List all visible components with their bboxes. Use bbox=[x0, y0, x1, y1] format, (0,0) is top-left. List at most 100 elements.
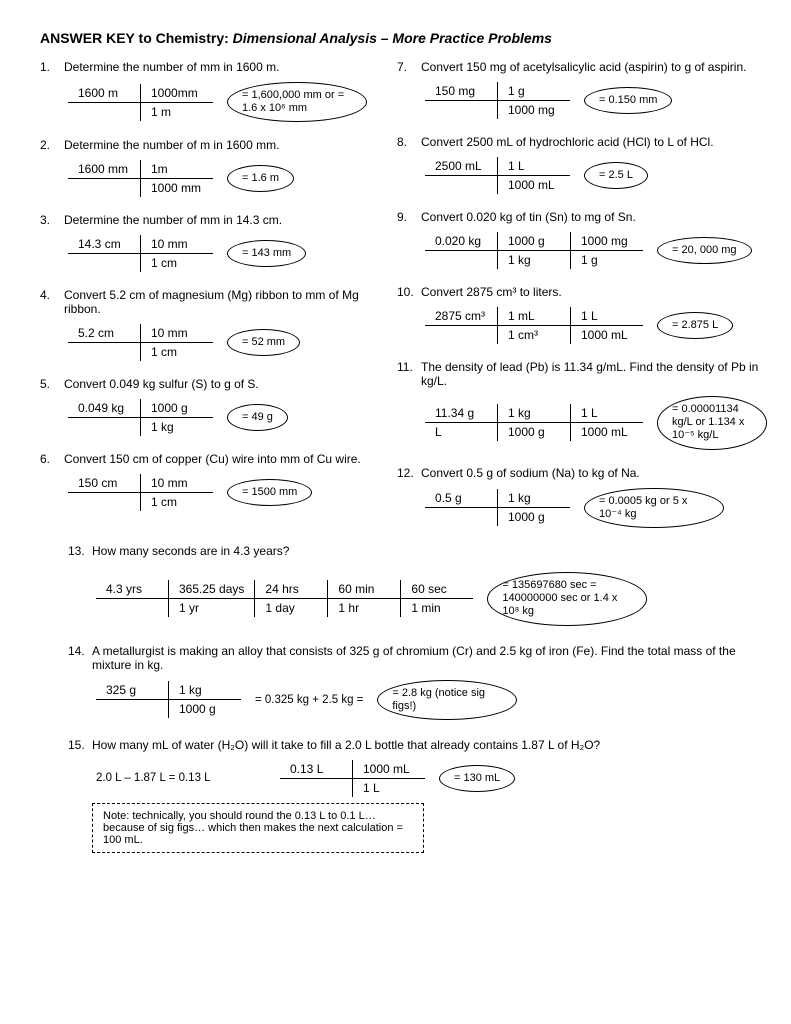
factor-bot: 1 kg bbox=[141, 418, 213, 436]
problem-text: How many seconds are in 4.3 years? bbox=[92, 544, 751, 558]
given-value: 150 mg bbox=[425, 82, 497, 101]
answer-oval: = 0.0005 kg or 5 x 10⁻⁴ kg bbox=[584, 488, 724, 528]
answer-oval: = 135697680 sec = 140000000 sec or 1.4 x… bbox=[487, 572, 647, 626]
given-top: 11.34 g bbox=[425, 404, 497, 423]
factor-bot: 1000 g bbox=[498, 423, 570, 441]
factor-top: 1 mL bbox=[498, 307, 570, 326]
sigfig-note: Note: technically, you should round the … bbox=[92, 803, 424, 853]
problem-9: 9. Convert 0.020 kg of tin (Sn) to mg of… bbox=[397, 210, 767, 269]
equation-text: = 0.325 kg + 2.5 kg = bbox=[255, 694, 363, 706]
problem-6: 6. Convert 150 cm of copper (Cu) wire in… bbox=[40, 452, 367, 511]
page-title: ANSWER KEY to Chemistry: Dimensional Ana… bbox=[40, 30, 751, 46]
problem-4: 4. Convert 5.2 cm of magnesium (Mg) ribb… bbox=[40, 288, 367, 361]
factor2-top: 1000 mg bbox=[571, 232, 643, 251]
problem-number: 3. bbox=[40, 213, 64, 272]
answer-oval: = 2.8 kg (notice sig figs!) bbox=[377, 680, 517, 720]
f1-bot: 1 yr bbox=[169, 599, 254, 617]
title-ital: Dimensional Analysis – More Practice Pro… bbox=[233, 30, 552, 46]
problem-8: 8. Convert 2500 mL of hydrochloric acid … bbox=[397, 135, 767, 194]
answer-oval: = 1,600,000 mm or = 1.6 x 10⁶ mm bbox=[227, 82, 367, 122]
title-mid: to Chemistry: bbox=[135, 30, 233, 46]
given-value: 1600 m bbox=[68, 84, 140, 103]
given-value: 0.13 L bbox=[280, 760, 352, 779]
given-value: 0.049 kg bbox=[68, 399, 140, 418]
given-value: 2875 cm³ bbox=[425, 307, 497, 326]
answer-oval: = 130 mL bbox=[439, 765, 515, 792]
problem-number: 7. bbox=[397, 60, 421, 119]
factor2-bot: 1000 mL bbox=[571, 326, 643, 344]
answer-oval: = 2.5 L bbox=[584, 162, 648, 189]
factor-top: 1 kg bbox=[169, 681, 241, 700]
left-column: 1. Determine the number of mm in 1600 m.… bbox=[40, 60, 367, 544]
factor-top: 1000 g bbox=[498, 232, 570, 251]
factor-top: 1 kg bbox=[498, 489, 570, 508]
answer-oval: = 0.150 mm bbox=[584, 87, 672, 114]
dimensional-expr: 1600 m 1000mm1 m = 1,600,000 mm or = 1.6… bbox=[68, 82, 367, 122]
factor-bot: 1 L bbox=[353, 779, 425, 797]
problem-number: 5. bbox=[40, 377, 64, 436]
problem-text: The density of lead (Pb) is 11.34 g/mL. … bbox=[421, 360, 767, 388]
given-value: 1600 mm bbox=[68, 160, 140, 179]
problem-number: 12. bbox=[397, 466, 421, 528]
problem-14: 14. A metallurgist is making an alloy th… bbox=[68, 644, 751, 720]
given-value: 150 cm bbox=[68, 474, 140, 493]
f4-top: 60 sec bbox=[401, 580, 473, 599]
factor-bot: 1 cm bbox=[141, 493, 213, 511]
factor-bot: 1000 g bbox=[169, 700, 241, 718]
answer-oval: = 20, 000 mg bbox=[657, 237, 752, 264]
answer-oval: = 1.6 m bbox=[227, 165, 294, 192]
problem-text: Determine the number of m in 1600 mm. bbox=[64, 138, 367, 152]
problem-text: Determine the number of mm in 1600 m. bbox=[64, 60, 367, 74]
problem-5: 5. Convert 0.049 kg sulfur (S) to g of S… bbox=[40, 377, 367, 436]
factor-top: 1000 mL bbox=[353, 760, 425, 779]
problem-12: 12. Convert 0.5 g of sodium (Na) to kg o… bbox=[397, 466, 767, 528]
problem-text: Convert 0.049 kg sulfur (S) to g of S. bbox=[64, 377, 367, 391]
given-value: 2500 mL bbox=[425, 157, 497, 176]
right-column: 7. Convert 150 mg of acetylsalicylic aci… bbox=[397, 60, 767, 544]
problem-number: 1. bbox=[40, 60, 64, 122]
problem-text: Convert 0.020 kg of tin (Sn) to mg of Sn… bbox=[421, 210, 767, 224]
problem-number: 10. bbox=[397, 285, 421, 344]
factor-bot: 1000 mg bbox=[498, 101, 570, 119]
given-value: 0.5 g bbox=[425, 489, 497, 508]
factor-bot: 1 cm³ bbox=[498, 326, 570, 344]
factor2-top: 1 L bbox=[571, 307, 643, 326]
equation-text: 2.0 L – 1.87 L = 0.13 L bbox=[96, 772, 266, 784]
problem-number: 8. bbox=[397, 135, 421, 194]
problem-text: Convert 2875 cm³ to liters. bbox=[421, 285, 767, 299]
given-value: 14.3 cm bbox=[68, 235, 140, 254]
factor-top: 10 mm bbox=[141, 474, 213, 493]
problem-number: 2. bbox=[40, 138, 64, 197]
problem-number: 13. bbox=[68, 544, 92, 626]
factor-bot: 1 cm bbox=[141, 343, 213, 361]
factor-top: 1000 g bbox=[141, 399, 213, 418]
problem-text: Convert 5.2 cm of magnesium (Mg) ribbon … bbox=[64, 288, 367, 316]
wide-problems: 13. How many seconds are in 4.3 years? 4… bbox=[68, 544, 751, 853]
given-value: 5.2 cm bbox=[68, 324, 140, 343]
title-bold: ANSWER KEY bbox=[40, 30, 135, 46]
problem-text: How many mL of water (H₂O) will it take … bbox=[92, 738, 751, 752]
given-value: 325 g bbox=[96, 681, 168, 700]
answer-oval: = 49 g bbox=[227, 404, 288, 431]
problem-10: 10. Convert 2875 cm³ to liters. 2875 cm³… bbox=[397, 285, 767, 344]
answer-oval: = 2.875 L bbox=[657, 312, 733, 339]
problem-2: 2. Determine the number of m in 1600 mm.… bbox=[40, 138, 367, 197]
problem-number: 11. bbox=[397, 360, 421, 450]
given-value: 4.3 yrs bbox=[96, 580, 168, 599]
answer-oval: = 52 mm bbox=[227, 329, 300, 356]
factor-top: 1000mm bbox=[141, 84, 213, 103]
problem-text: A metallurgist is making an alloy that c… bbox=[92, 644, 751, 672]
f3-top: 60 min bbox=[328, 580, 400, 599]
problem-text: Convert 150 cm of copper (Cu) wire into … bbox=[64, 452, 367, 466]
problem-text: Convert 150 mg of acetylsalicylic acid (… bbox=[421, 60, 767, 74]
answer-oval: = 1500 mm bbox=[227, 479, 312, 506]
factor-top: 10 mm bbox=[141, 235, 213, 254]
given-bot: L bbox=[425, 423, 497, 441]
given-value: 0.020 kg bbox=[425, 232, 497, 251]
factor-top: 1 L bbox=[498, 157, 570, 176]
factor2-bot: 1 g bbox=[571, 251, 643, 269]
problem-text: Convert 2500 mL of hydrochloric acid (HC… bbox=[421, 135, 767, 149]
factor-bot: 1000 mm bbox=[141, 179, 213, 197]
f1-top: 365.25 days bbox=[169, 580, 254, 599]
problem-number: 6. bbox=[40, 452, 64, 511]
